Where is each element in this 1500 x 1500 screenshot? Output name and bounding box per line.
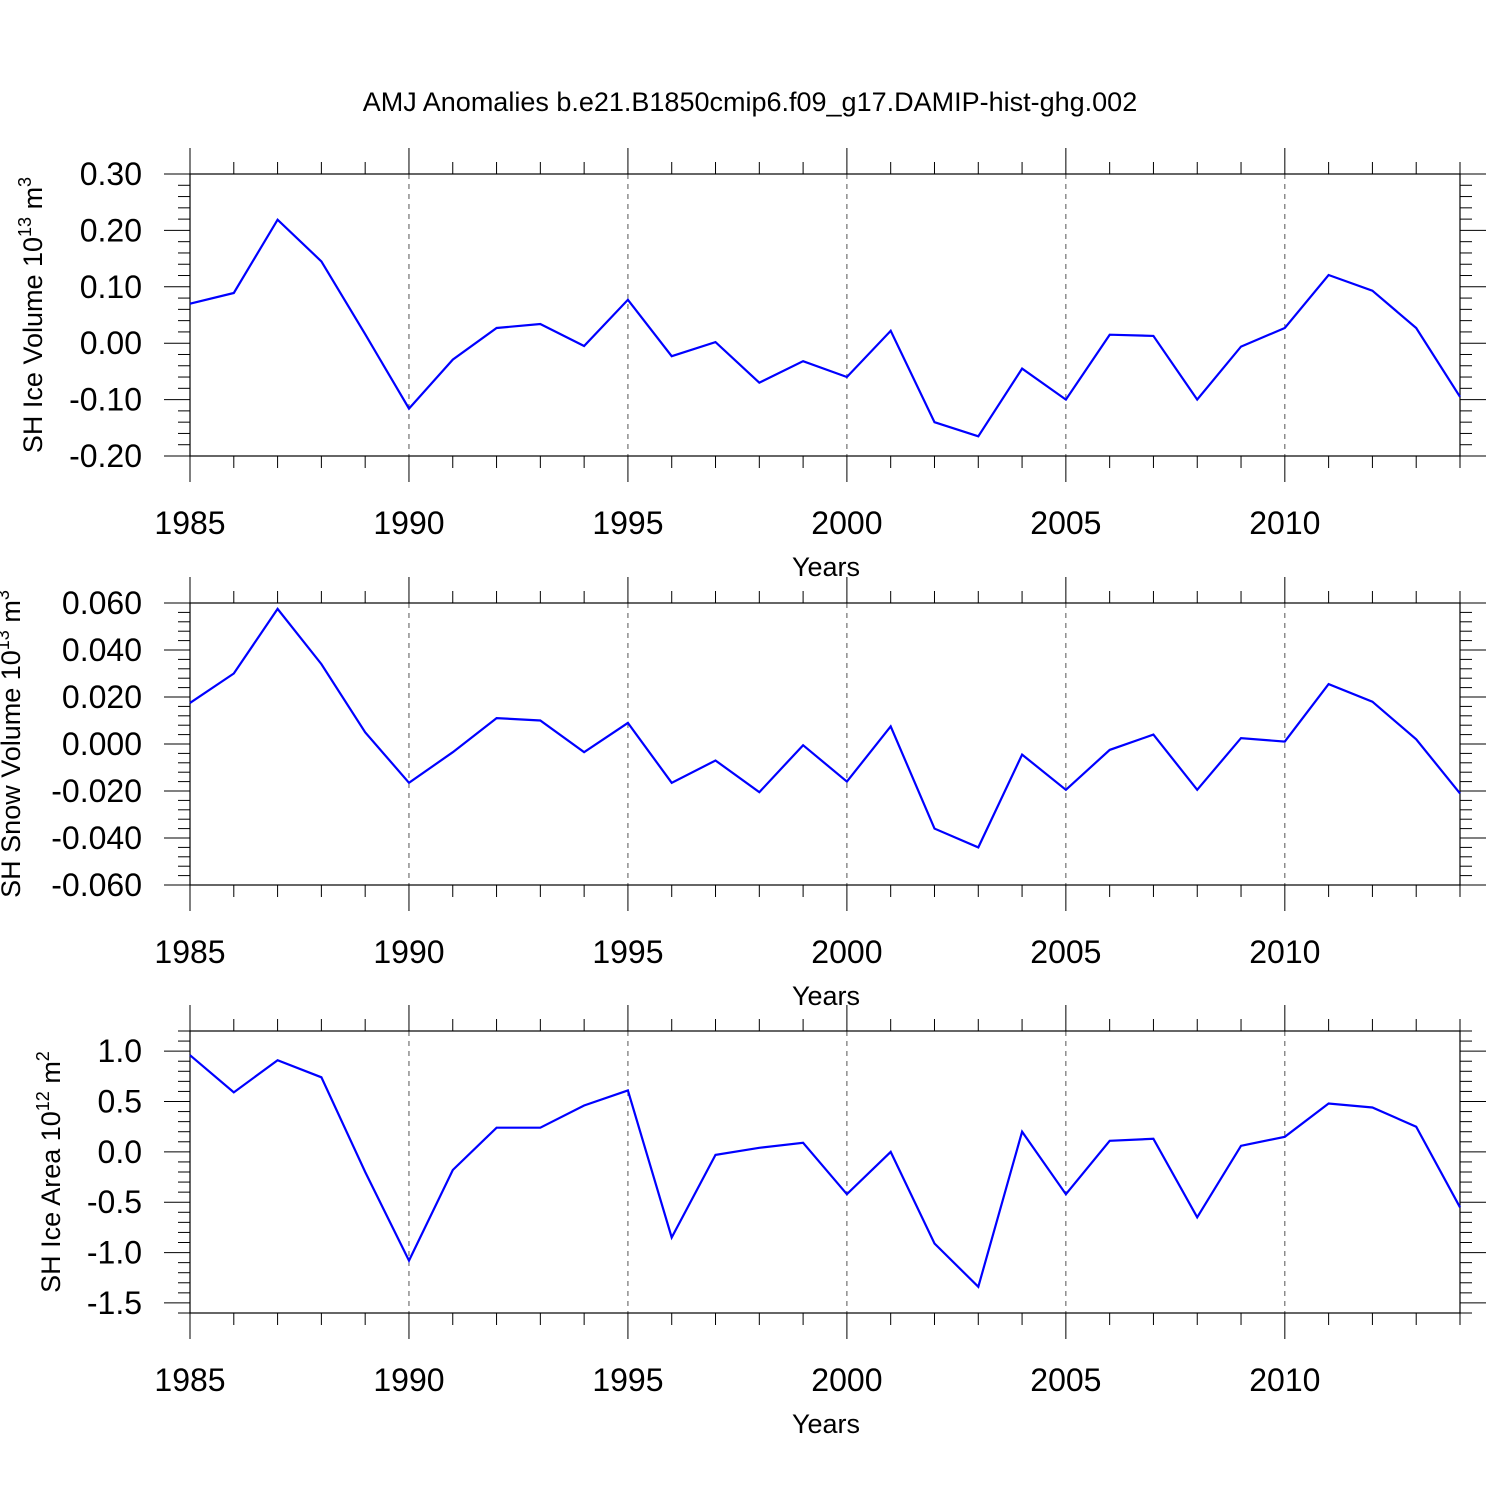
y-axis-label: SH Snow Volume 1013 m3 (0, 590, 26, 898)
y-tick-label: 1.0 (98, 1033, 142, 1069)
x-tick-label: 1990 (373, 934, 444, 970)
chart-panel-2: 1985 1990 1995 2000 2005 2010 Years 0.060 0.040 0… (0, 577, 1486, 1011)
y-tick-label: 0.20 (80, 212, 142, 248)
chart-panel-1: 1985 1990 1995 2000 2005 2010 Years 0.30 0.20 0.1… (15, 148, 1486, 582)
x-tick-label: 1985 (154, 934, 225, 970)
x-tick-label: 2000 (811, 934, 882, 970)
y-axis-label: SH Ice Area 1012 m2 (33, 1051, 66, 1293)
y-tick-label: -0.040 (51, 820, 142, 856)
x-tick-label: 2010 (1249, 505, 1320, 541)
y-tick-label: -0.060 (51, 867, 142, 903)
series-line (189, 607, 1461, 849)
y-tick-label: -1.5 (87, 1285, 142, 1321)
y-tick-label: 0.0 (98, 1134, 142, 1170)
y-tick-label: 0.10 (80, 269, 142, 305)
x-tick-label: 2000 (811, 1362, 882, 1398)
y-axis-label: SH Ice Volume 1013 m3 (15, 177, 48, 453)
x-tick-label: 1990 (373, 505, 444, 541)
y-tick-label: 0.00 (80, 325, 142, 361)
x-tick-label: 2000 (811, 505, 882, 541)
y-tick-label: -1.0 (87, 1235, 142, 1271)
x-tick-label: 1995 (592, 1362, 663, 1398)
y-tick-label: 0.30 (80, 156, 142, 192)
y-tick-label: 0.040 (62, 632, 142, 668)
y-tick-label: -0.10 (69, 382, 142, 418)
y-tick-label: 0.020 (62, 679, 142, 715)
x-tick-label: 1985 (154, 505, 225, 541)
series-line (189, 1054, 1461, 1289)
x-tick-label: 1995 (592, 934, 663, 970)
x-tick-label: 1990 (373, 1362, 444, 1398)
x-tick-label: 2005 (1030, 1362, 1101, 1398)
y-tick-label: 0.060 (62, 585, 142, 621)
y-tick-label: -0.20 (69, 438, 142, 474)
y-tick-label: -0.020 (51, 773, 142, 809)
x-tick-label: 1985 (154, 1362, 225, 1398)
x-axis-label: Years (792, 552, 860, 582)
series-line (189, 217, 1461, 438)
plot-frame (189, 1030, 1461, 1314)
y-tick-label: 0.5 (98, 1084, 142, 1120)
plot-frame (189, 602, 1461, 886)
y-tick-label: 0.000 (62, 726, 142, 762)
x-tick-label: 2010 (1249, 934, 1320, 970)
x-tick-label: 2005 (1030, 934, 1101, 970)
y-tick-label: -0.5 (87, 1184, 142, 1220)
chart-panel-3: 1985 1990 1995 2000 2005 2010 Years 1.0 0.5 0.0 -0… (33, 1005, 1486, 1439)
x-tick-label: 2010 (1249, 1362, 1320, 1398)
x-axis-label: Years (792, 1409, 860, 1439)
x-axis-label: Years (792, 981, 860, 1011)
plot-frame (189, 173, 1461, 457)
chart-title: AMJ Anomalies b.e21.B1850cmip6.f09_g17.D… (363, 87, 1137, 117)
x-tick-label: 1995 (592, 505, 663, 541)
x-tick-label: 2005 (1030, 505, 1101, 541)
